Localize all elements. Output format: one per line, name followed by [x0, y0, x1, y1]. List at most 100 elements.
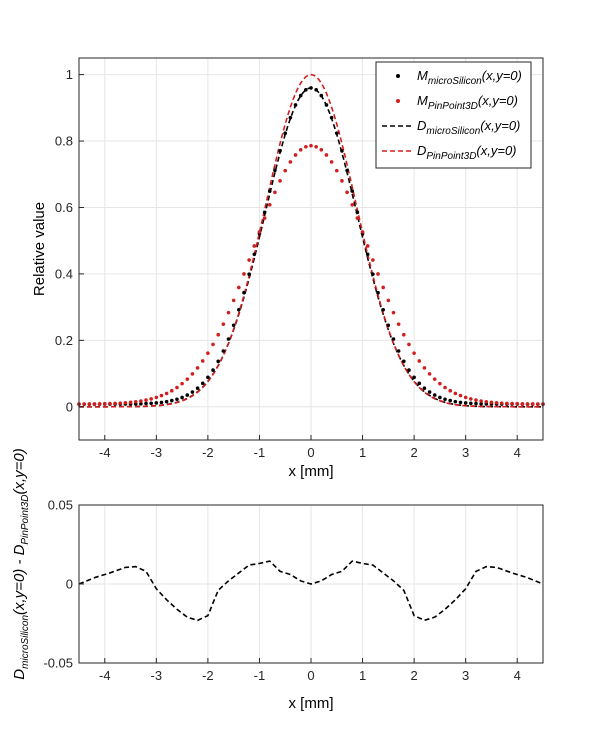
data-point-M-microSilicon: [469, 401, 473, 406]
legend-entry-subscript: microSilicon: [428, 76, 482, 87]
data-point-M-PinPoint3D: [360, 230, 365, 234]
top-plot-ticks: -4 -3 -2 -1 0 1 2 3 4 0 0.2 0.4 0.6 0.8 1: [55, 67, 521, 460]
data-point-M-PinPoint3D: [139, 399, 143, 403]
bottom-plot-y-label: DmicroSilicon(x,y=0) - DPinPoint3D(x,y=0…: [11, 448, 31, 679]
data-point-M-microSilicon: [283, 131, 288, 135]
x-tick-label: 4: [514, 445, 521, 460]
data-point-M-microSilicon: [309, 86, 313, 90]
y-label-part: microSilicon: [20, 615, 31, 669]
data-point-M-PinPoint3D: [314, 144, 318, 149]
data-point-M-PinPoint3D: [159, 393, 164, 398]
data-point-M-microSilicon: [242, 290, 246, 295]
data-point-M-microSilicon: [195, 386, 200, 390]
data-point-M-microSilicon: [463, 401, 468, 405]
data-point-M-microSilicon: [252, 252, 257, 257]
data-point-M-PinPoint3D: [463, 395, 468, 400]
data-point-M-microSilicon: [407, 368, 411, 372]
legend-entry-main: D: [417, 143, 426, 158]
data-point-M-PinPoint3D: [293, 153, 298, 157]
x-tick-label: 0: [307, 445, 314, 460]
x-tick-label: -2: [202, 668, 214, 683]
data-point-M-microSilicon: [432, 393, 437, 397]
data-point-M-PinPoint3D: [237, 285, 241, 290]
data-point-M-microSilicon: [371, 272, 375, 276]
data-point-M-PinPoint3D: [453, 391, 458, 396]
data-point-M-microSilicon: [288, 115, 293, 120]
x-tick-label: 3: [462, 668, 469, 683]
data-point-M-PinPoint3D: [309, 143, 313, 148]
data-point-M-PinPoint3D: [479, 399, 483, 403]
y-tick-label: 0: [66, 577, 73, 592]
data-point-M-microSilicon: [190, 390, 195, 394]
y-label-part: D: [11, 544, 28, 555]
data-point-M-PinPoint3D: [211, 342, 215, 347]
data-point-M-microSilicon: [180, 395, 184, 400]
data-point-M-PinPoint3D: [118, 401, 123, 405]
data-point-M-PinPoint3D: [355, 216, 360, 220]
legend-entry-main: M: [417, 93, 428, 108]
bottom-plot-series: [78, 560, 544, 622]
data-point-M-microSilicon: [144, 401, 148, 406]
data-point-M-PinPoint3D: [396, 322, 401, 326]
data-point-M-PinPoint3D: [273, 190, 277, 195]
data-point-M-PinPoint3D: [221, 322, 226, 326]
legend-entry-subscript: PinPoint3D: [426, 151, 476, 162]
data-point-M-microSilicon: [154, 401, 159, 405]
data-point-M-PinPoint3D: [422, 366, 427, 370]
data-point-M-PinPoint3D: [113, 401, 117, 406]
x-tick-label: -3: [151, 445, 163, 460]
data-point-M-microSilicon: [200, 381, 205, 386]
legend-entry-main: M: [417, 68, 428, 83]
data-point-M-PinPoint3D: [97, 402, 102, 406]
data-point-M-microSilicon: [345, 168, 349, 173]
data-point-M-microSilicon: [324, 103, 329, 107]
data-point-M-microSilicon: [216, 359, 220, 364]
data-point-M-microSilicon: [159, 400, 164, 405]
data-point-M-PinPoint3D: [170, 388, 174, 393]
data-point-M-PinPoint3D: [484, 399, 489, 404]
data-point-M-PinPoint3D: [345, 190, 349, 195]
data-point-M-microSilicon: [458, 400, 463, 405]
data-point-M-PinPoint3D: [412, 351, 416, 355]
data-point-M-microSilicon: [304, 88, 308, 92]
data-point-M-PinPoint3D: [505, 401, 509, 406]
data-point-M-PinPoint3D: [515, 401, 520, 406]
data-point-M-PinPoint3D: [350, 203, 355, 207]
y-label-part: (x,y=0): [11, 448, 28, 494]
data-point-M-PinPoint3D: [128, 400, 133, 405]
top-plot-series: [77, 73, 545, 408]
data-point-M-PinPoint3D: [154, 395, 159, 400]
data-point-M-PinPoint3D: [417, 359, 422, 363]
data-point-M-microSilicon: [340, 149, 344, 153]
data-point-M-PinPoint3D: [242, 272, 246, 276]
data-point-M-microSilicon: [417, 381, 422, 386]
data-point-M-microSilicon: [479, 401, 483, 406]
data-point-M-microSilicon: [247, 272, 251, 276]
data-point-M-microSilicon: [273, 168, 277, 173]
data-point-M-PinPoint3D: [376, 272, 380, 276]
y-tick-label: 0.05: [48, 498, 73, 513]
legend-entry-subscript: microSilicon: [426, 126, 480, 137]
x-tick-label: -1: [254, 445, 266, 460]
data-point-M-PinPoint3D: [499, 401, 504, 405]
legend-entry-label: DmicroSilicon(x,y=0): [417, 118, 520, 137]
data-point-M-PinPoint3D: [164, 391, 169, 396]
y-tick-label: 0.4: [55, 266, 73, 281]
x-tick-label: -2: [202, 445, 214, 460]
y-label-part: (x,y=0) -: [11, 555, 28, 615]
data-point-M-microSilicon: [443, 397, 447, 402]
y-label-part: PinPoint3D: [20, 495, 31, 545]
data-point-M-PinPoint3D: [175, 385, 179, 390]
data-point-M-microSilicon: [211, 368, 215, 372]
data-point-M-microSilicon: [412, 375, 416, 380]
data-point-M-PinPoint3D: [298, 148, 303, 152]
data-point-M-PinPoint3D: [92, 402, 97, 406]
y-tick-label: 1: [66, 67, 73, 82]
data-point-M-microSilicon: [314, 88, 318, 92]
data-point-M-microSilicon: [237, 308, 241, 312]
legend-entry-label: MmicroSilicon(x,y=0): [417, 68, 522, 87]
series-line-D-PinPoint3D: [79, 73, 543, 408]
legend-entry-args: (x,y=0): [476, 143, 516, 158]
legend-entry-main: D: [417, 118, 426, 133]
data-point-M-PinPoint3D: [304, 144, 308, 149]
